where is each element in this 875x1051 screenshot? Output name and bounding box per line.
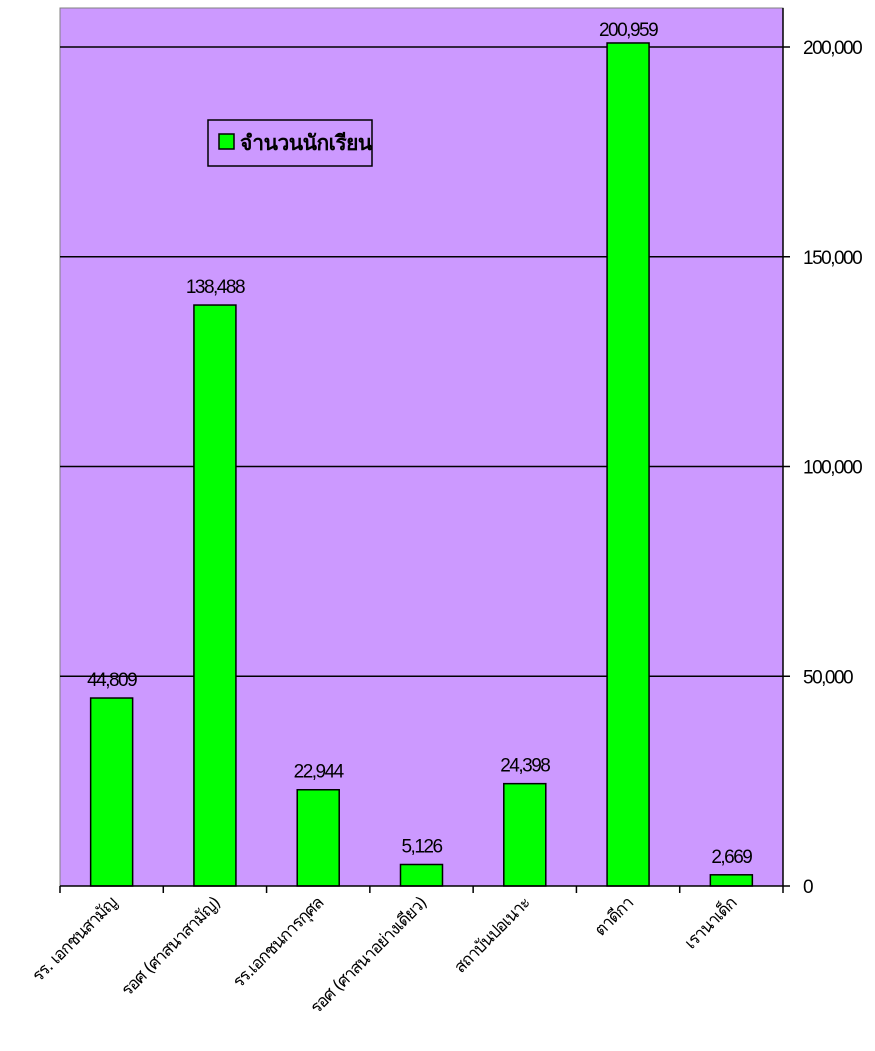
plot-area: [59, 7, 784, 887]
x-tick-label: รร.เอกชนการกุศล: [229, 893, 328, 992]
legend-box: [207, 119, 373, 167]
x-tick-label: สถาบันปอเนาะ: [450, 893, 534, 977]
bar: [296, 788, 340, 887]
bar: [89, 697, 134, 887]
y-tick-label: 150,000: [803, 248, 862, 269]
data-label: 2,669: [711, 847, 752, 868]
data-label: 22,944: [294, 762, 345, 783]
data-label: 138,488: [186, 277, 245, 298]
data-label: 44,809: [87, 670, 137, 691]
x-tick-label: เรานาเด็ก: [680, 892, 741, 953]
bar: [606, 42, 650, 887]
bar: [193, 304, 237, 887]
data-label: 5,126: [401, 836, 442, 857]
data-label: 24,398: [500, 756, 550, 777]
data-label: 200,959: [599, 20, 658, 41]
x-tick-label: รอศ (ศาสนาอย่างเดียว): [307, 893, 432, 1018]
y-tick-label: 0: [803, 877, 813, 898]
y-tick-label: 200,000: [803, 38, 862, 59]
bar: [399, 863, 444, 887]
data-labels: 44,809 138,488 22,944 5,126 24,398 200,959 2,6…: [87, 20, 754, 868]
legend-label: จำนวนนักเรียน: [240, 131, 373, 155]
legend-swatch: [218, 133, 235, 150]
x-tick-label: รอศ (ศาสนาสามัญ): [117, 893, 224, 1000]
legend: จำนวนนักเรียน: [207, 119, 373, 167]
x-tick-label: ตาดีกา: [591, 893, 638, 940]
gridlines: [60, 46, 783, 677]
axes: [59, 8, 790, 893]
x-tick-label: รร. เอกชนสามัญ: [28, 893, 121, 986]
bar: [503, 782, 547, 887]
bar: [709, 874, 754, 887]
y-tick-labels: 0 50,000 100,000 150,000 200,000: [803, 38, 864, 898]
y-tick-label: 100,000: [803, 458, 862, 479]
y-tick-label: 50,000: [803, 667, 853, 688]
